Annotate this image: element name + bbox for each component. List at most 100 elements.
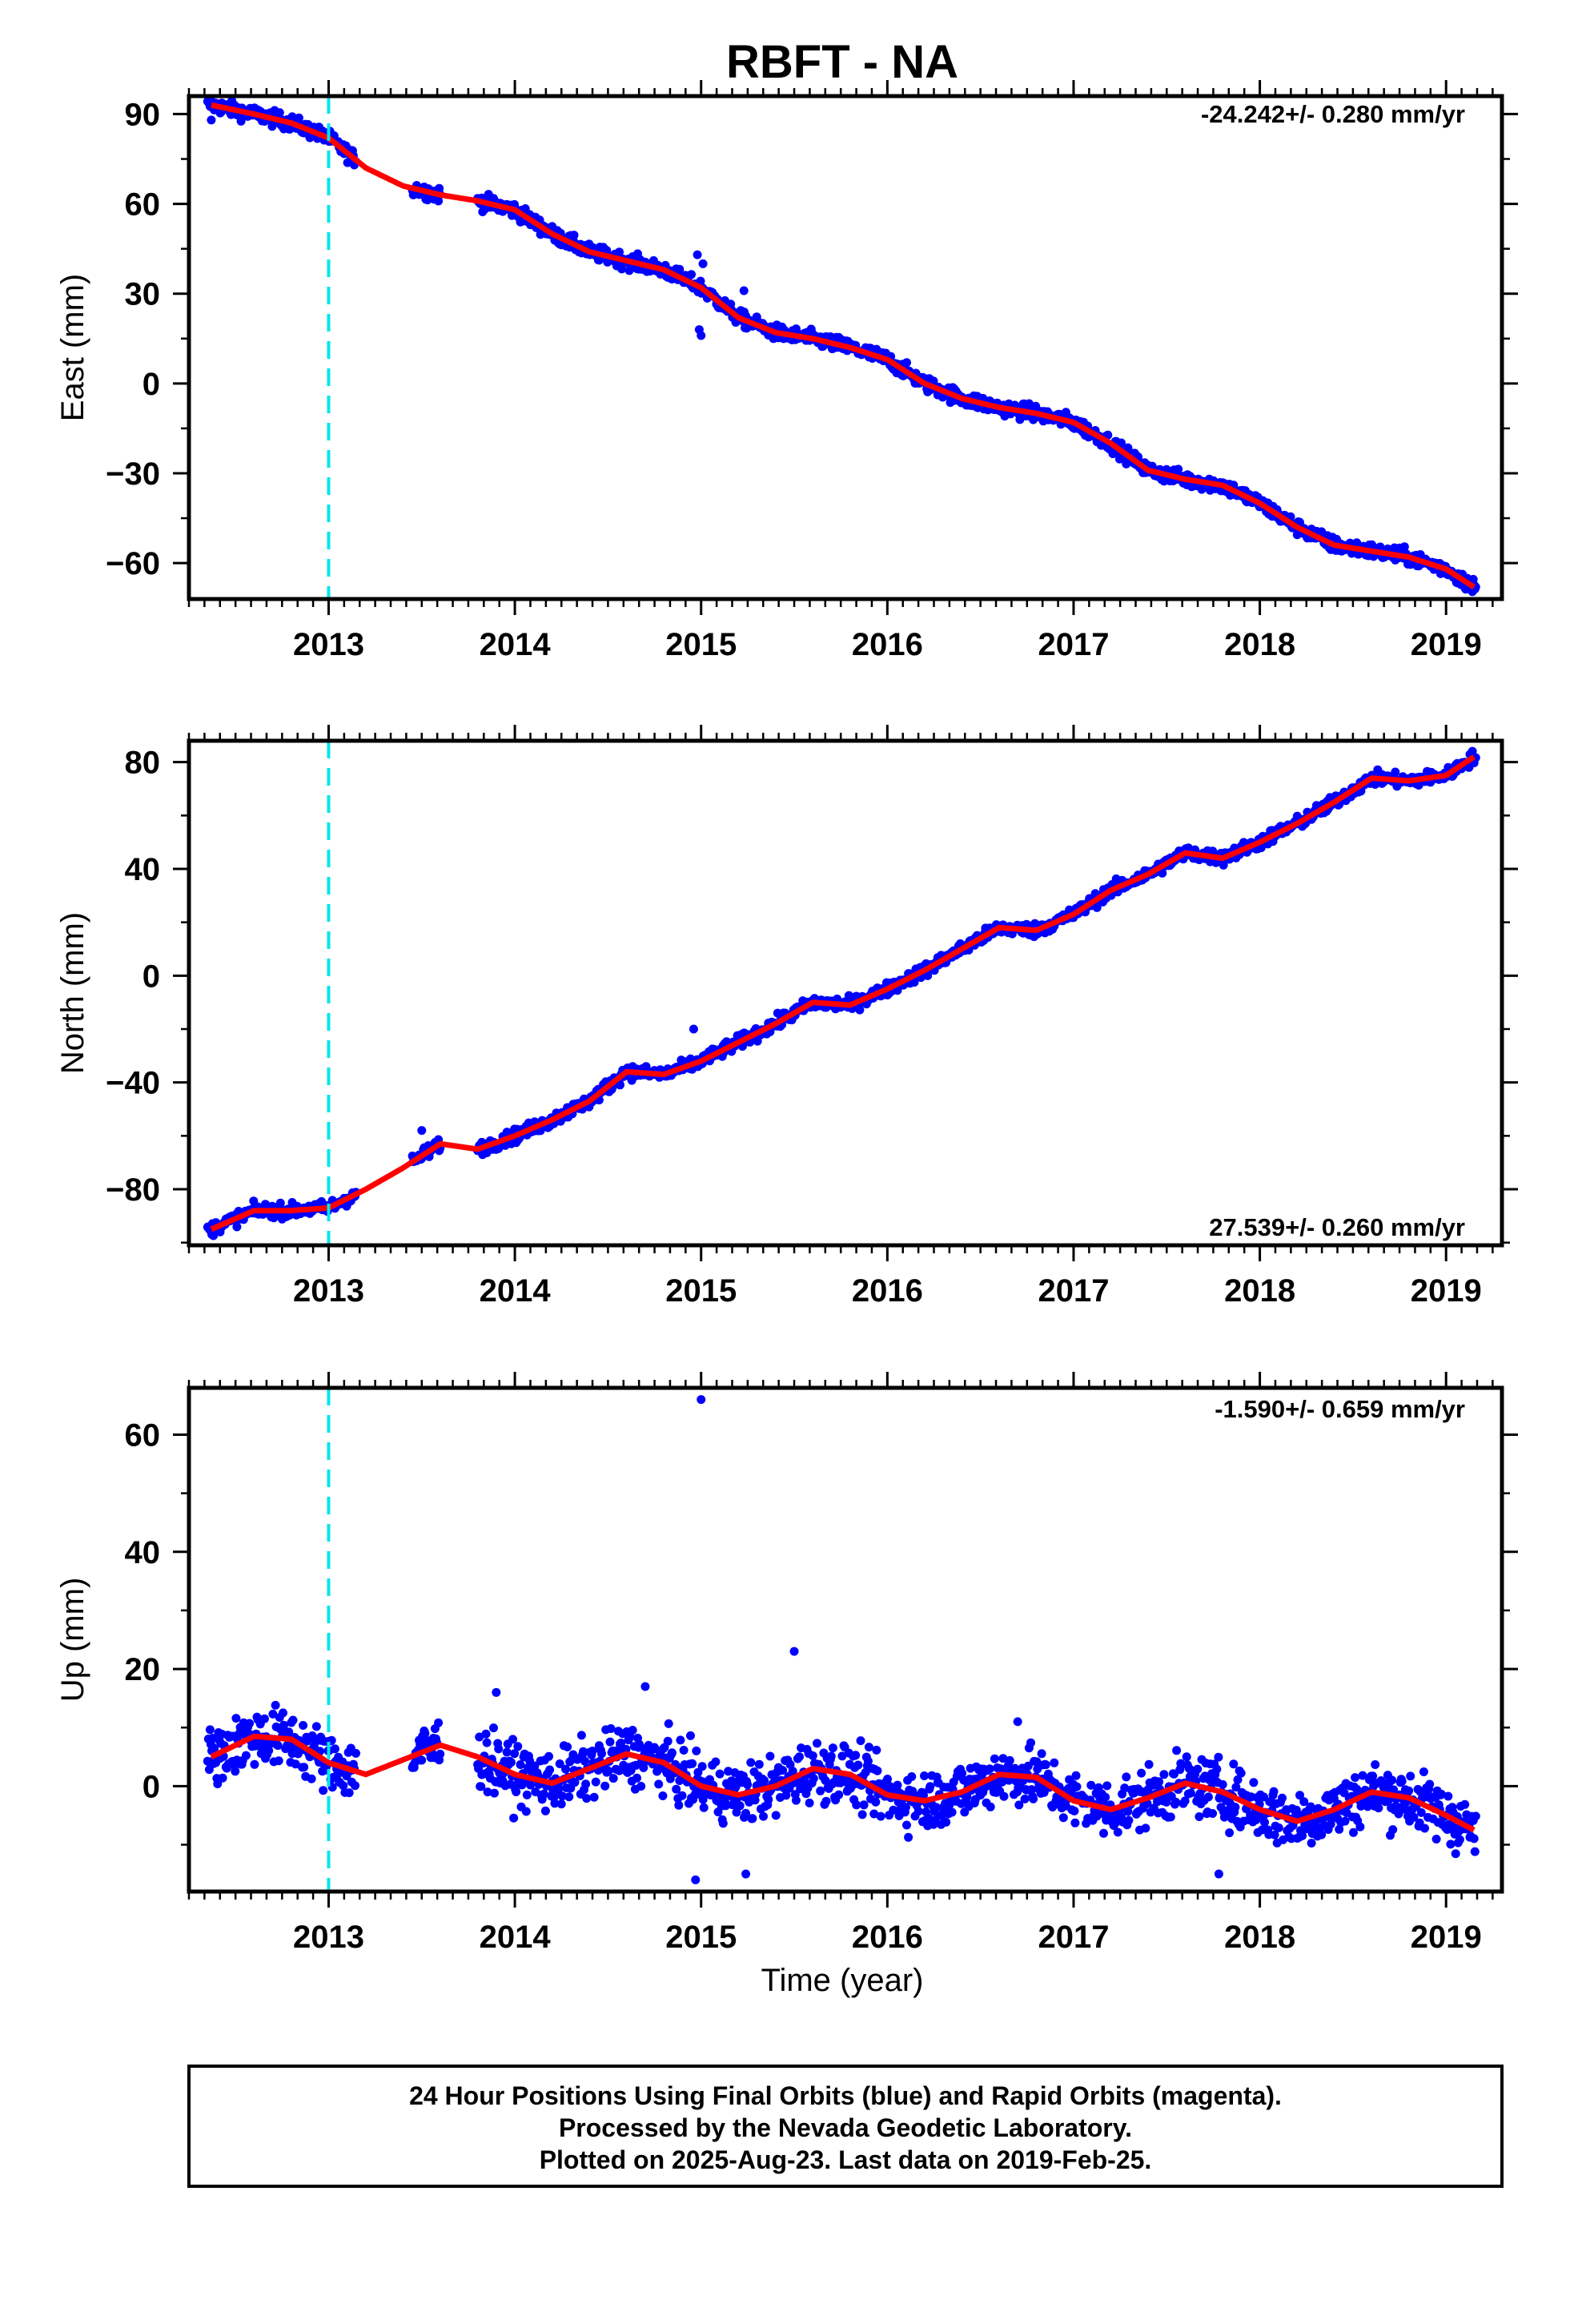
footer-line: Plotted on 2025-Aug-23. Last data on 201… xyxy=(540,2145,1152,2174)
data-point xyxy=(864,1743,873,1752)
y-tick-label: 90 xyxy=(125,97,161,132)
data-point xyxy=(1193,1764,1203,1774)
data-point xyxy=(1214,1752,1223,1762)
y-tick-label: 0 xyxy=(143,959,160,994)
data-point xyxy=(1278,1793,1287,1803)
y-axis-title: Up (mm) xyxy=(55,1578,90,1703)
y-tick-label: 20 xyxy=(125,1652,161,1687)
model-fit-line xyxy=(210,102,1476,589)
y-axis-title: North (mm) xyxy=(55,912,90,1074)
data-point xyxy=(1029,1794,1038,1803)
data-point xyxy=(232,1222,242,1232)
data-point xyxy=(765,1751,775,1761)
data-point xyxy=(1471,1811,1480,1821)
data-point xyxy=(522,1790,532,1799)
data-point xyxy=(679,1746,689,1755)
x-tick-label: 2018 xyxy=(1224,627,1295,662)
data-point xyxy=(1225,1828,1235,1838)
data-point xyxy=(576,1731,586,1740)
x-tick-label: 2017 xyxy=(1038,1920,1109,1955)
y-tick-label: 80 xyxy=(125,746,161,781)
data-point xyxy=(1307,1839,1316,1848)
final-orbit-points xyxy=(203,1395,1480,1884)
x-tick-label: 2014 xyxy=(480,1273,552,1309)
data-point xyxy=(828,1743,837,1753)
plot-frame xyxy=(187,94,1504,601)
data-point xyxy=(307,1774,316,1783)
data-point xyxy=(697,1762,707,1771)
data-point xyxy=(1419,1767,1428,1776)
data-point xyxy=(805,1798,814,1807)
data-point xyxy=(636,1782,646,1791)
data-point xyxy=(489,1723,498,1733)
data-point xyxy=(1406,1771,1415,1781)
data-point xyxy=(1260,1818,1269,1827)
model-fit-line xyxy=(210,754,1476,1232)
x-tick-label: 2013 xyxy=(293,627,364,662)
data-point xyxy=(615,247,624,257)
data-point xyxy=(1195,1812,1204,1821)
data-point xyxy=(1101,1792,1110,1802)
y-tick-label: −60 xyxy=(106,546,160,581)
data-point xyxy=(1172,1746,1182,1755)
data-point xyxy=(809,1774,818,1783)
data-point xyxy=(1397,1776,1407,1786)
data-point xyxy=(658,1791,668,1800)
data-point xyxy=(1058,1813,1068,1823)
x-tick-label: 2018 xyxy=(1224,1920,1295,1955)
data-point xyxy=(851,1751,861,1760)
data-point xyxy=(1443,1791,1453,1801)
data-point xyxy=(330,1744,339,1754)
outlier-point xyxy=(640,1682,650,1691)
x-tick-label: 2016 xyxy=(852,1273,923,1309)
data-point xyxy=(569,231,579,240)
data-point xyxy=(509,1813,519,1823)
data-point xyxy=(319,1786,328,1795)
data-point xyxy=(1455,1835,1464,1844)
data-point xyxy=(218,1773,227,1783)
data-point xyxy=(904,1832,913,1842)
data-point xyxy=(231,1767,240,1776)
data-point xyxy=(417,1755,427,1765)
data-point xyxy=(771,1811,781,1820)
outlier-point xyxy=(207,115,216,125)
footer-box: 24 Hour Positions Using Final Orbits (bl… xyxy=(187,2065,1504,2188)
data-point xyxy=(795,1752,804,1762)
data-point xyxy=(674,1800,684,1810)
data-point xyxy=(259,1714,269,1723)
data-point xyxy=(859,1800,869,1810)
data-point xyxy=(311,1722,321,1731)
data-point xyxy=(1420,1823,1429,1833)
outlier-point xyxy=(689,1024,698,1034)
data-point xyxy=(664,1719,673,1728)
data-point xyxy=(299,1721,308,1730)
data-point xyxy=(687,270,696,279)
data-point xyxy=(1182,1752,1191,1762)
data-point xyxy=(1208,1809,1218,1818)
data-point xyxy=(1154,1777,1164,1787)
data-point xyxy=(863,1756,873,1766)
x-tick-label: 2017 xyxy=(1038,627,1109,662)
data-point xyxy=(688,1759,697,1768)
data-point xyxy=(617,264,627,274)
data-point xyxy=(597,1749,606,1759)
outlier-point xyxy=(417,1126,427,1136)
data-point xyxy=(494,1744,504,1754)
data-point xyxy=(853,1760,863,1770)
data-point xyxy=(1399,542,1409,552)
data-point xyxy=(1072,1782,1082,1791)
north-panel: 2013 2014 2015 2016 2017 2018 2019 80 40 0 −40 −80 N… xyxy=(55,725,1518,1309)
data-point xyxy=(1212,1764,1222,1774)
data-point xyxy=(1137,1768,1146,1778)
data-point xyxy=(1203,1792,1213,1802)
data-point xyxy=(1050,1758,1059,1767)
data-point xyxy=(299,1763,309,1772)
data-point xyxy=(521,1807,531,1816)
x-tick-label: 2016 xyxy=(852,627,923,662)
data-point xyxy=(985,1764,994,1774)
x-tick-label: 2016 xyxy=(852,1920,923,1955)
data-point xyxy=(1124,1815,1134,1825)
data-point xyxy=(589,1792,599,1802)
x-tick-label: 2017 xyxy=(1038,1273,1109,1309)
outlier-point xyxy=(789,1647,799,1656)
